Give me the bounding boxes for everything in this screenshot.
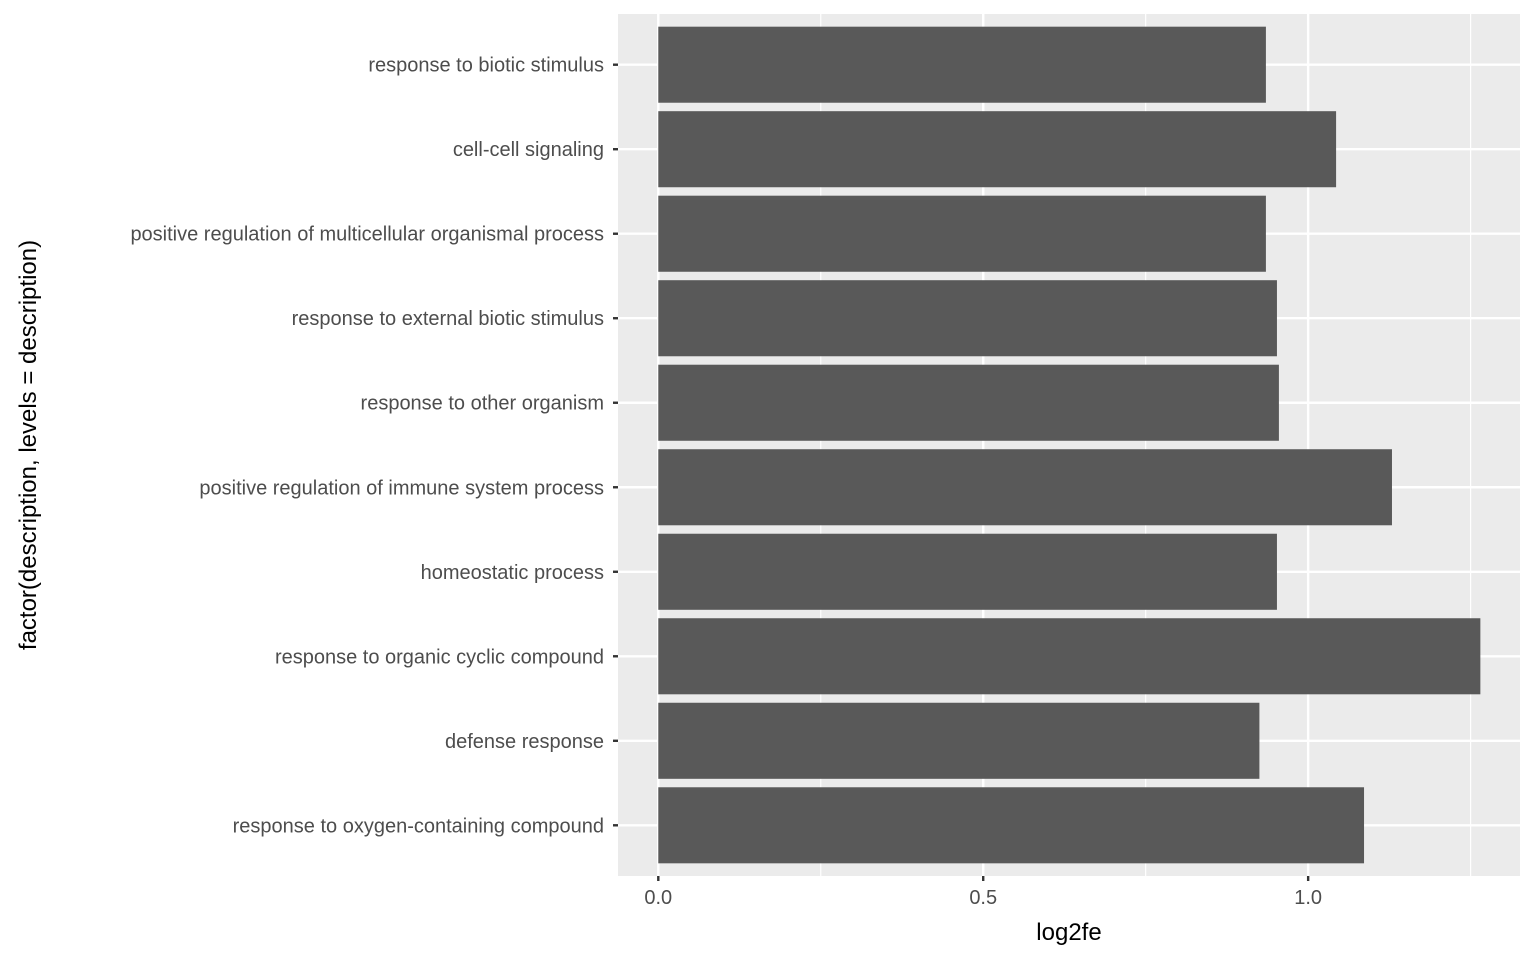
bar bbox=[658, 26, 1266, 103]
bar bbox=[658, 280, 1277, 357]
y-tick-label: positive regulation of immune system pro… bbox=[199, 477, 604, 499]
x-axis-ticks: 0.0 0.5 1.0 bbox=[644, 876, 1322, 909]
x-axis-label: log2fe bbox=[1036, 919, 1101, 946]
y-axis-label: factor(description, levels = description… bbox=[15, 240, 42, 650]
bar bbox=[658, 533, 1277, 610]
x-tick-label: 0.5 bbox=[969, 887, 997, 909]
x-tick-label: 0.0 bbox=[644, 887, 672, 909]
y-tick-label: response to organic cyclic compound bbox=[275, 646, 604, 668]
y-tick-label: cell-cell signaling bbox=[453, 139, 604, 161]
bar bbox=[658, 702, 1260, 779]
bar bbox=[658, 449, 1392, 526]
y-tick-label: response to oxygen-containing compound bbox=[233, 815, 604, 837]
y-tick-label: response to other organism bbox=[361, 393, 604, 415]
bars bbox=[658, 26, 1481, 864]
x-tick-label: 1.0 bbox=[1294, 887, 1322, 909]
y-tick-label: positive regulation of multicellular org… bbox=[130, 224, 604, 246]
bar bbox=[658, 787, 1365, 864]
y-axis-ticks: response to biotic stimulus cell-cell sig… bbox=[130, 55, 618, 837]
y-tick-label: defense response bbox=[445, 731, 604, 753]
bar bbox=[658, 111, 1337, 188]
y-tick-label: response to biotic stimulus bbox=[368, 55, 604, 77]
y-tick-label: response to external biotic stimulus bbox=[292, 308, 604, 330]
bar bbox=[658, 364, 1279, 441]
y-tick-label: homeostatic process bbox=[421, 562, 604, 584]
bar bbox=[658, 618, 1481, 695]
bar bbox=[658, 195, 1266, 272]
